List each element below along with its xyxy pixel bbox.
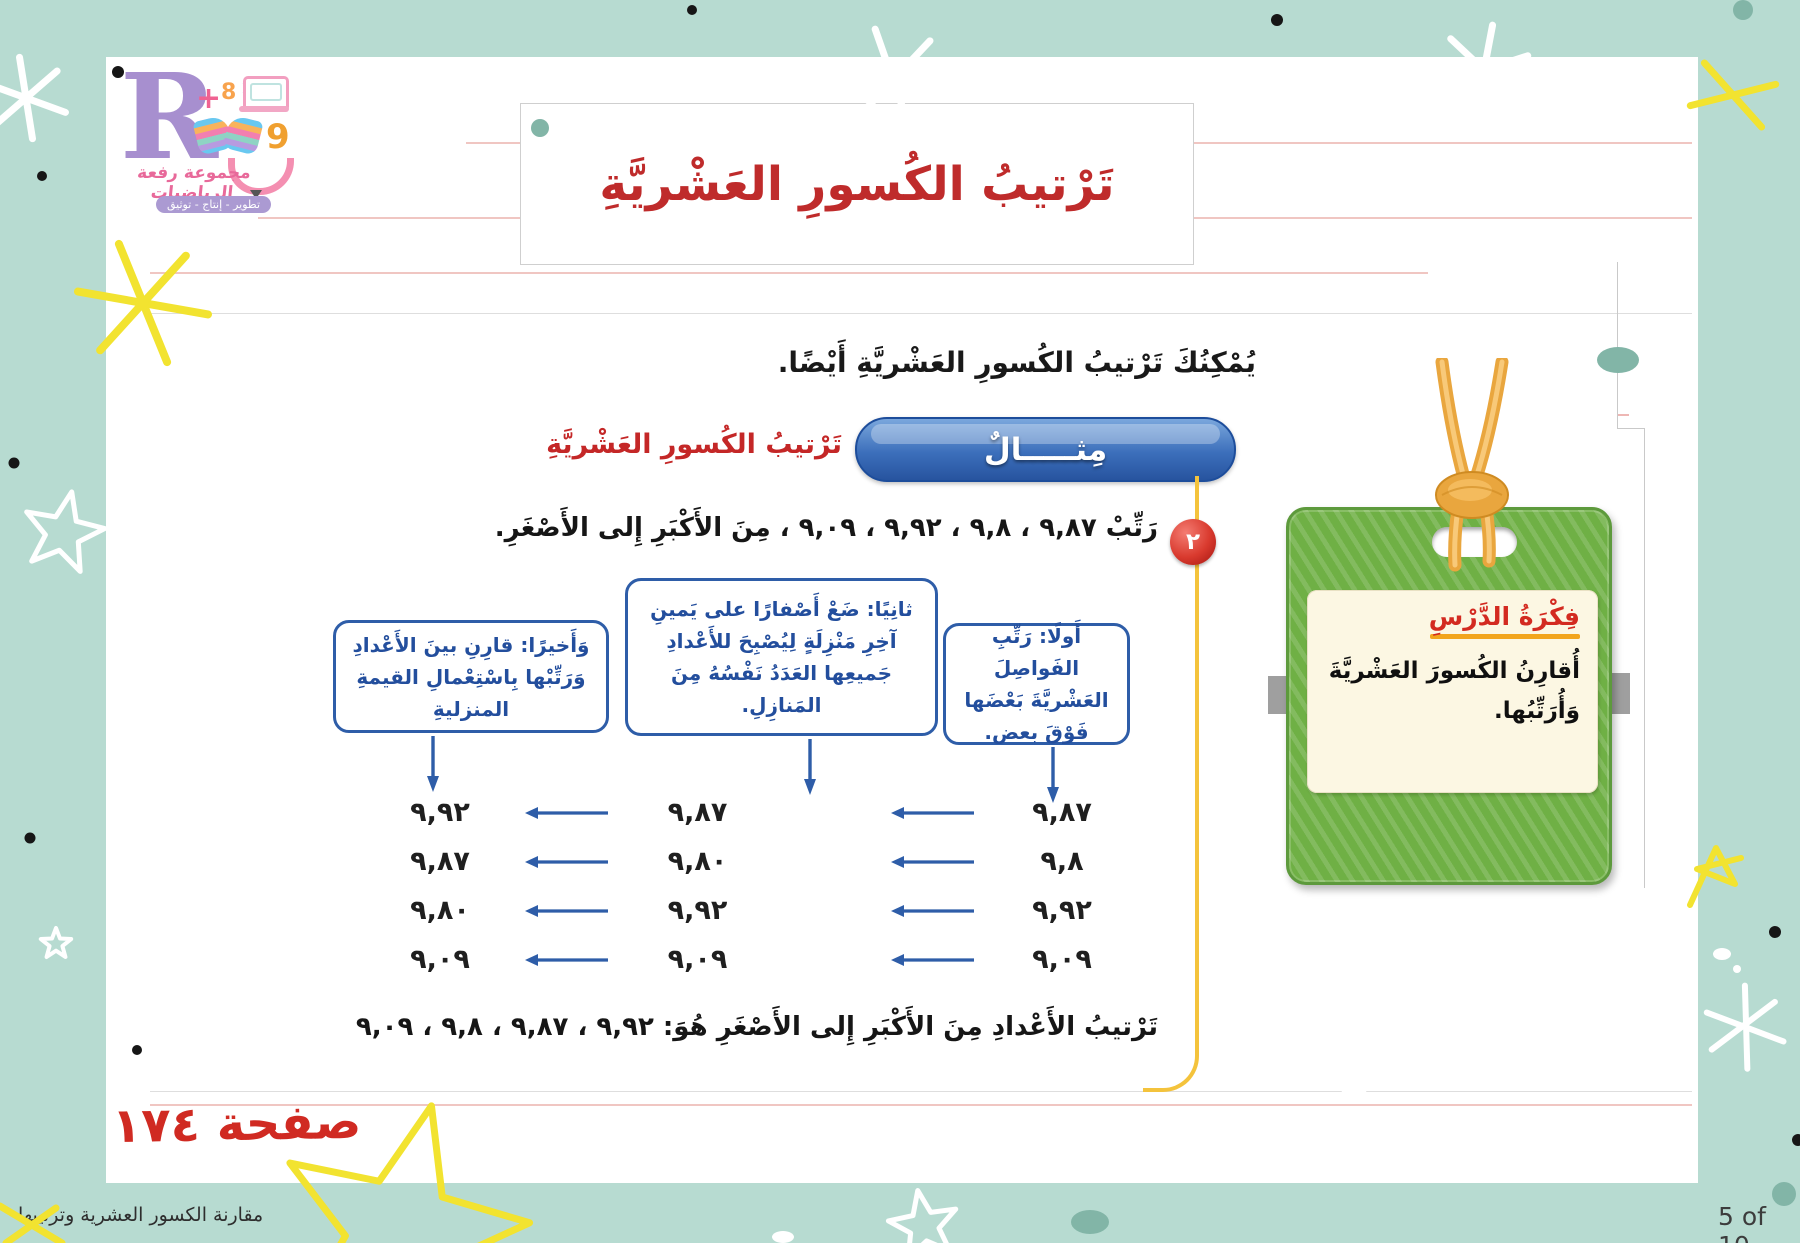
page-title: تَرْتيبُ الكُسورِ العَشْريَّةِ <box>599 156 1115 212</box>
left-arrow-icon <box>891 855 974 868</box>
logo-tagline: تطوير - إنتاج - توثيق <box>156 196 272 213</box>
left-arrow-icon <box>525 904 608 917</box>
hand-pointer-icon <box>250 190 262 199</box>
footer-page-indicator: 5 of 10 <box>1718 1202 1766 1243</box>
decimal-value: ٩,٨٧ <box>1032 797 1092 828</box>
footer-lesson-name: مقارنة الكسور العشرية وترتيبها <box>18 1204 264 1226</box>
step-box-first: أَولًا: رَتِّبِ الفَواصِلَ العَشْريَّةَ … <box>943 623 1130 745</box>
result-text: تَرْتيبُ الأَعْدادِ مِنَ الأَكْبَرِ إِلى… <box>355 1012 1158 1042</box>
decimal-value: ٩,٨٧ <box>410 846 470 877</box>
sparkle-icon <box>1703 982 1787 1072</box>
numbers-column-step2: ٩,٨٧ ٩,٨٠ ٩,٩٢ ٩,٠٩ <box>630 788 765 984</box>
rope-icon <box>1435 358 1509 572</box>
step-text: وَأَخيرًا: قارِنِ بينَ الأَعْدادِ وَرَتِ… <box>352 632 590 721</box>
left-arrow-icon <box>525 953 608 966</box>
example-badge: مِثـــــالٌ <box>855 417 1236 482</box>
eight-icon: 8 <box>221 80 237 105</box>
sparkle-icon <box>0 53 69 143</box>
example-heading: تَرْتيبُ الكُسورِ العَشْريَّةِ <box>546 429 842 460</box>
page-guide-line <box>1644 428 1645 888</box>
star-icon <box>884 1185 963 1243</box>
example-bracket-line <box>1143 476 1199 1092</box>
page-guide-tick <box>1618 414 1629 416</box>
decimal-value: ٩,٩٢ <box>1032 895 1092 926</box>
step-text: ثانِيًا: ضَعْ أَصْفارًا على يَمينِ آخِرِ… <box>650 597 913 717</box>
lesson-idea-body: أُقارِنُ الكُسورَ العَشْريَّةَ وَأُرَتِّ… <box>1328 658 1580 725</box>
step-box-second: ثانِيًا: ضَعْ أَصْفارًا على يَمينِ آخِرِ… <box>625 578 938 736</box>
page-guide-line <box>1617 428 1645 429</box>
decimal-value: ٩,٩٢ <box>667 895 728 926</box>
left-arrow-icon <box>525 806 608 819</box>
page-guide-line <box>1617 262 1618 428</box>
left-arrow-icon <box>525 855 608 868</box>
decimal-value: ٩,٩٢ <box>410 797 470 828</box>
numbers-column-step3: ٩,٩٢ ٩,٨٧ ٩,٨٠ ٩,٠٩ <box>385 788 495 984</box>
numbers-column-step1: ٩,٨٧ ٩,٨ ٩,٩٢ ٩,٠٩ <box>1012 788 1112 984</box>
ruled-line <box>150 1091 1692 1092</box>
left-arrow-icon <box>891 953 974 966</box>
lesson-idea-underline <box>1430 634 1580 639</box>
handwritten-page-note: صفحة ١٧٤ <box>111 1093 362 1155</box>
star-icon <box>17 484 111 575</box>
lesson-title-box: تَرْتيبُ الكُسورِ العَشْريَّةِ <box>520 103 1194 265</box>
nine-icon: 9 <box>266 117 290 157</box>
logo-letter: R <box>120 47 219 186</box>
laptop-base-icon <box>239 106 289 112</box>
down-arrow-icon <box>1047 747 1059 803</box>
arrows-step2-to-step3 <box>524 788 610 984</box>
decimal-value: ٩,٠٩ <box>410 944 470 975</box>
problem-number: ٢ <box>1185 529 1201 555</box>
left-arrow-icon <box>891 904 974 917</box>
decimal-value: ٩,٠٩ <box>1032 944 1092 975</box>
lesson-idea-panel: فِكْرَةُ الدَّرْسِ أُقارِنُ الكُسورَ الع… <box>1307 590 1598 793</box>
down-arrow-icon <box>804 739 816 795</box>
decimal-value: ٩,٨٠ <box>667 846 728 877</box>
decimal-value: ٩,٨ <box>1040 846 1084 877</box>
problem-number-badge: ٢ <box>1170 519 1216 565</box>
plus-icon: + <box>196 81 222 116</box>
problem-text: رَتِّبْ ٩,٨٧ ، ٩,٨ ، ٩,٩٢ ، ٩,٠٩ ، مِنَ … <box>494 513 1158 543</box>
tag-side-tab <box>1610 673 1630 714</box>
ruled-line <box>150 272 1428 274</box>
down-arrow-icon <box>427 736 439 792</box>
tag-side-tab <box>1268 676 1288 714</box>
decimal-value: ٩,٨٧ <box>667 797 728 828</box>
star-icon <box>41 928 71 957</box>
example-badge-label: مِثـــــالٌ <box>983 431 1108 468</box>
arrows-step1-to-step2 <box>890 788 976 984</box>
decimal-value: ٩,٨٠ <box>410 895 470 926</box>
intro-text: يُمْكِنُكَ تَرْتيبُ الكُسورِ العَشْريَّة… <box>777 346 1256 379</box>
ruled-line <box>150 1104 1692 1106</box>
ruled-line <box>150 313 1692 314</box>
step-text: أَولًا: رَتِّبِ الفَواصِلَ العَشْريَّةَ … <box>964 624 1109 744</box>
step-box-third: وَأَخيرًا: قارِنِ بينَ الأَعْدادِ وَرَتِ… <box>333 620 609 733</box>
tag-slot-hole <box>1432 527 1517 557</box>
lesson-idea-title: فِكْرَةُ الدَّرْسِ <box>1428 602 1580 631</box>
decimal-value: ٩,٠٩ <box>667 944 728 975</box>
left-arrow-icon <box>891 806 974 819</box>
